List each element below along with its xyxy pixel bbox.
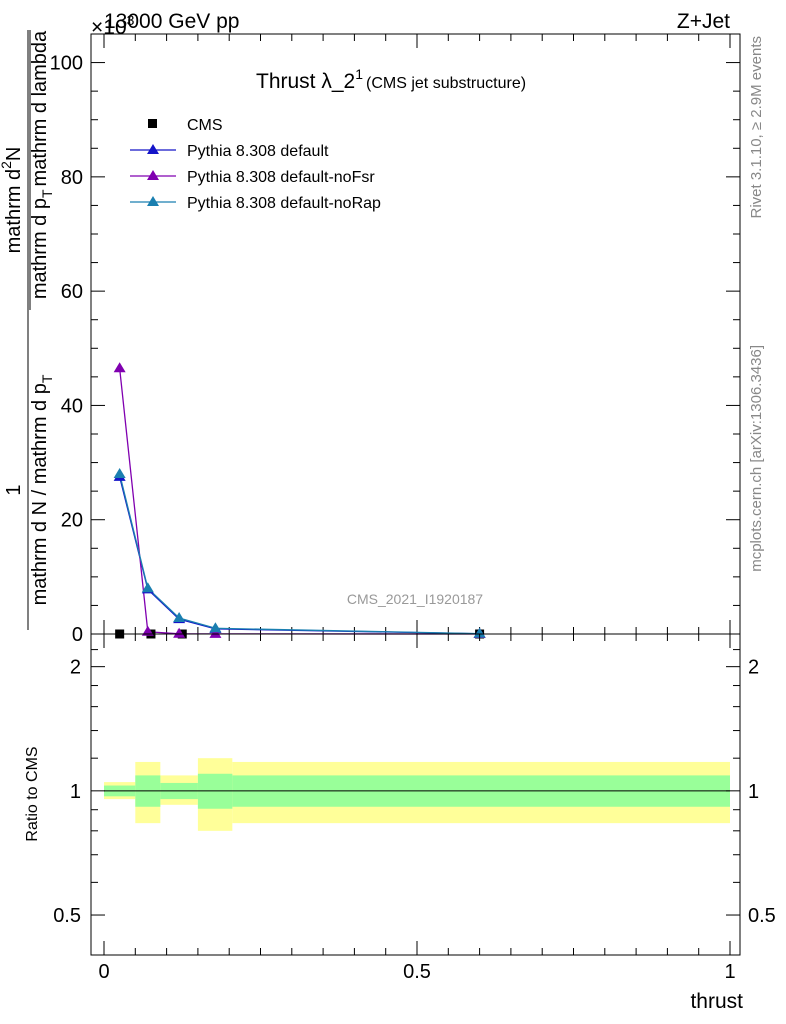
data-point-3 bbox=[173, 612, 186, 622]
data-point-2 bbox=[141, 625, 154, 636]
ylabel-numerator: 1 bbox=[3, 484, 25, 495]
legend-label-cms: CMS bbox=[187, 117, 223, 134]
ratio-frame bbox=[90, 633, 741, 956]
series-line-1 bbox=[119, 476, 480, 635]
ylabel-numerator2: mathrm d2N bbox=[0, 147, 25, 254]
mcplots-label: mcplots.cern.ch [arXiv:1306.3436] bbox=[748, 345, 765, 572]
main-panel: 0 20 40 60 80 100 CMS_2021_I1920187 Thrust λ_… bbox=[50, 33, 741, 646]
ratio-y-tick-label: 0.5 bbox=[53, 905, 81, 927]
main-y-tick-label: 100 bbox=[50, 53, 83, 75]
data-point-3 bbox=[473, 627, 486, 638]
ratio-ylabel: Ratio to CMS bbox=[24, 746, 41, 841]
ratio-y-tick-label: 2 bbox=[70, 657, 81, 679]
legend-marker-nofsr bbox=[147, 170, 159, 180]
legend-marker-default bbox=[147, 144, 159, 154]
series-line-3 bbox=[119, 473, 480, 635]
legend-label-default: Pythia 8.308 default bbox=[187, 143, 329, 160]
legend-marker-norap bbox=[147, 196, 159, 206]
x-tick-label: 0.5 bbox=[403, 961, 431, 983]
data-point-2 bbox=[173, 627, 186, 638]
ylabel-denominator2: mathrm d pTmathrm d lambda bbox=[29, 30, 55, 299]
main-y-tick-label: 40 bbox=[61, 395, 83, 417]
main-y-tick-label: 60 bbox=[61, 281, 83, 303]
ratio-x-ticks: 0 0.5 1 bbox=[98, 634, 736, 983]
main-y-tick-label: 80 bbox=[61, 167, 83, 189]
rivet-label: Rivet 3.1.10, ≥ 2.9M events bbox=[748, 36, 765, 219]
main-x-ticks bbox=[103, 34, 731, 634]
data-point-2 bbox=[209, 627, 222, 638]
main-y-tick-label: 20 bbox=[61, 510, 83, 532]
ratio-y-tick-label-right: 2 bbox=[748, 657, 759, 679]
main-y-tick-label: 0 bbox=[72, 624, 83, 646]
ratio-y-tick-label-right: 1 bbox=[748, 781, 759, 803]
exponent-label: ×103 bbox=[91, 12, 135, 39]
data-point-2 bbox=[113, 362, 126, 373]
main-ylabel: 1 mathrm d N / mathrm d pT mathrm d2N ma… bbox=[0, 30, 55, 630]
ratio-y-tick-label: 1 bbox=[70, 781, 81, 803]
data-point-3 bbox=[113, 468, 126, 478]
x-tick-label: 0 bbox=[98, 961, 109, 983]
ratio-y-tick-label-right: 0.5 bbox=[748, 905, 776, 927]
process-label: Z+Jet bbox=[677, 10, 730, 33]
legend-label-nofsr: Pythia 8.308 default-noFsr bbox=[187, 169, 375, 186]
x-axis-label: thrust bbox=[690, 990, 743, 1013]
data-point-3 bbox=[141, 582, 154, 593]
energy-label: 13000 GeV pp bbox=[104, 10, 239, 33]
data-point-3 bbox=[209, 622, 222, 633]
x-tick-label: 1 bbox=[724, 961, 735, 983]
legend-marker-cms bbox=[148, 119, 157, 128]
legend: CMS Pythia 8.308 default Pythia 8.308 de… bbox=[130, 117, 381, 212]
ratio-panel: 0.5 0.51 12 2 0 0.5 1 Ratio to CMS thrust bbox=[24, 633, 776, 1013]
watermark: CMS_2021_I1920187 bbox=[347, 591, 483, 607]
ratio-y-ticks: 0.5 0.5 1 1 2 2 bbox=[53, 633, 776, 956]
ylabel-denominator: mathrm d N / mathrm d pT bbox=[29, 374, 55, 605]
legend-label-norap: Pythia 8.308 default-noRap bbox=[187, 195, 381, 212]
plot-title: Thrust λ_21(CMS jet substructure) bbox=[256, 66, 526, 93]
ratio-bands bbox=[104, 758, 730, 831]
